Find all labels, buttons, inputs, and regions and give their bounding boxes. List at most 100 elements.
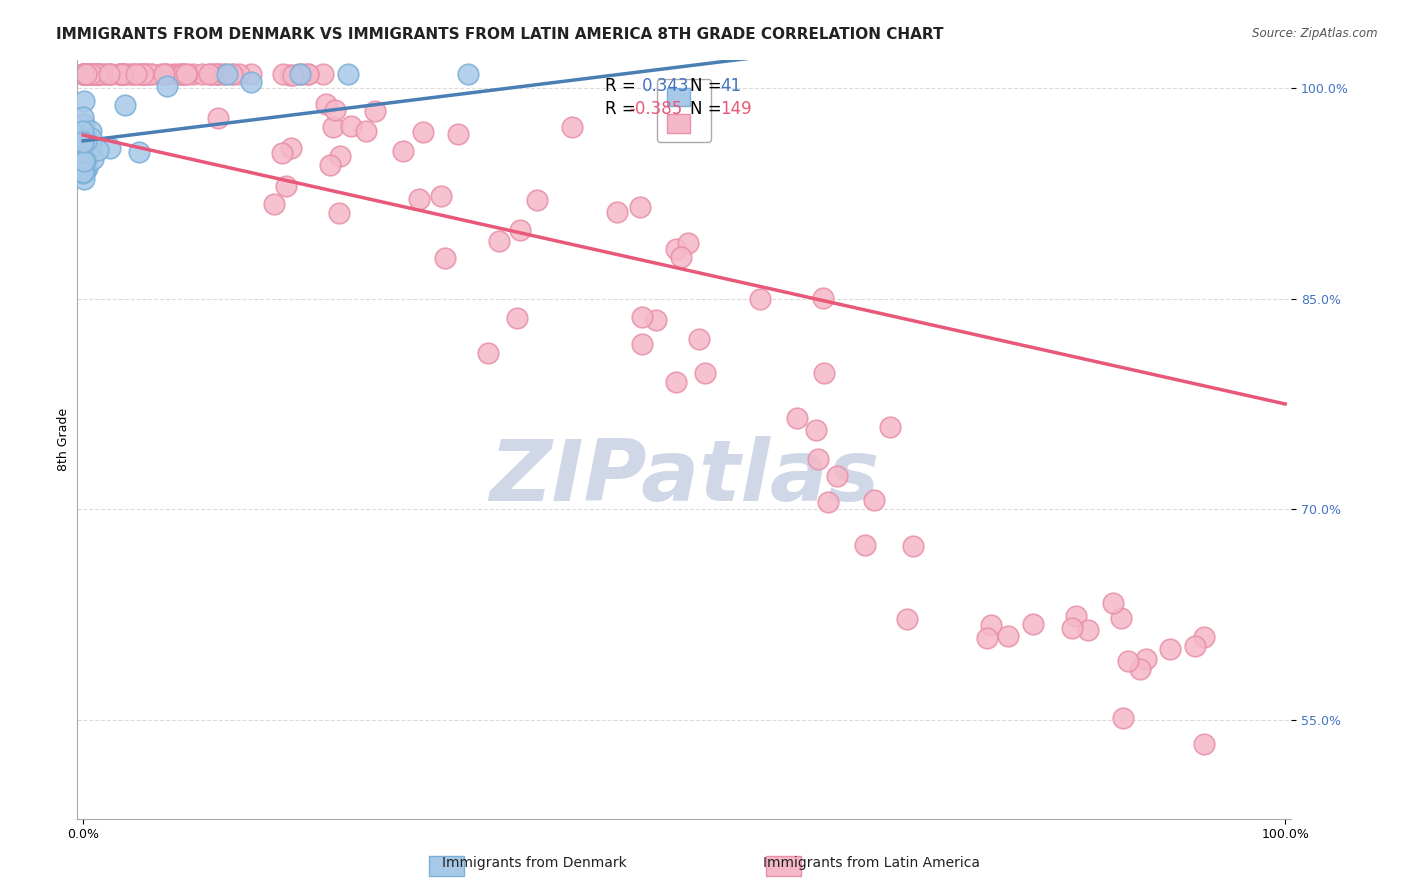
- Point: [73, 67, 96, 81]
- Point: [82, 152, 104, 166]
- Point: [108, 67, 131, 81]
- Point: [72, 135, 94, 149]
- Point: [72, 145, 94, 159]
- Point: [240, 67, 263, 81]
- Point: [278, 68, 301, 82]
- Point: [72, 133, 94, 147]
- Point: [87, 67, 110, 81]
- Point: [136, 67, 159, 81]
- Point: [806, 424, 828, 438]
- Point: [328, 206, 350, 220]
- Point: [287, 67, 309, 81]
- Point: [205, 67, 228, 81]
- Point: [75, 67, 97, 81]
- Text: 0.343: 0.343: [641, 78, 689, 95]
- Point: [217, 67, 239, 81]
- Text: N =: N =: [690, 100, 721, 118]
- Point: [1192, 630, 1215, 644]
- Point: [291, 67, 314, 81]
- Point: [72, 67, 94, 81]
- Point: [72, 111, 94, 125]
- Point: [312, 67, 335, 81]
- Point: [488, 234, 510, 248]
- Point: [329, 149, 352, 163]
- Point: [121, 67, 143, 81]
- Point: [100, 67, 122, 81]
- Point: [150, 67, 173, 81]
- Point: [506, 311, 529, 326]
- Point: [75, 67, 97, 81]
- Point: [1116, 654, 1139, 668]
- Point: [75, 67, 97, 81]
- Point: [669, 250, 692, 264]
- Point: [997, 629, 1019, 643]
- Point: [86, 67, 108, 81]
- Point: [80, 67, 103, 81]
- Point: [131, 67, 153, 81]
- Point: [72, 130, 94, 145]
- Point: [980, 618, 1002, 632]
- Point: [323, 103, 346, 117]
- Point: [1111, 610, 1133, 624]
- Point: [134, 67, 156, 81]
- Point: [509, 223, 531, 237]
- Point: [1192, 737, 1215, 751]
- Text: R =: R =: [605, 100, 636, 118]
- Point: [198, 67, 221, 81]
- Text: -0.385: -0.385: [630, 100, 683, 118]
- Point: [976, 631, 998, 645]
- Point: [84, 67, 107, 81]
- Point: [817, 495, 839, 509]
- Point: [73, 172, 96, 186]
- Point: [131, 67, 153, 81]
- Point: [222, 67, 245, 81]
- Point: [786, 411, 808, 425]
- Point: [73, 94, 96, 108]
- Point: [90, 67, 112, 81]
- Point: [749, 293, 772, 307]
- Point: [283, 68, 305, 82]
- Point: [100, 141, 122, 155]
- Point: [176, 67, 198, 81]
- Point: [107, 67, 129, 81]
- Point: [526, 194, 548, 208]
- Point: [813, 366, 835, 380]
- Point: [87, 143, 110, 157]
- Point: [79, 67, 101, 81]
- Text: R =: R =: [605, 78, 636, 95]
- Point: [297, 67, 319, 81]
- Point: [139, 67, 162, 81]
- Point: [1135, 652, 1157, 666]
- Point: [72, 67, 94, 81]
- Point: [80, 131, 103, 145]
- Point: [155, 67, 177, 81]
- Point: [73, 161, 96, 176]
- Point: [111, 67, 134, 81]
- Point: [198, 67, 221, 81]
- Point: [228, 67, 250, 81]
- Point: [72, 67, 94, 81]
- Point: [1160, 641, 1182, 656]
- Point: [72, 146, 94, 161]
- Point: [75, 134, 97, 148]
- Point: [280, 141, 302, 155]
- Point: [72, 165, 94, 179]
- Point: [207, 67, 229, 81]
- Point: [270, 146, 292, 161]
- Point: [645, 313, 668, 327]
- Point: [132, 67, 155, 81]
- Point: [1184, 639, 1206, 653]
- Point: [191, 67, 214, 81]
- Point: [212, 67, 235, 81]
- Point: [73, 67, 96, 81]
- Point: [240, 75, 263, 89]
- Point: [214, 67, 236, 81]
- Text: ZIPatlas: ZIPatlas: [489, 435, 879, 518]
- Point: [221, 67, 243, 81]
- Point: [125, 67, 148, 81]
- Point: [83, 67, 105, 81]
- Point: [75, 164, 97, 178]
- Point: [141, 67, 163, 81]
- Point: [693, 366, 716, 380]
- Point: [318, 158, 340, 172]
